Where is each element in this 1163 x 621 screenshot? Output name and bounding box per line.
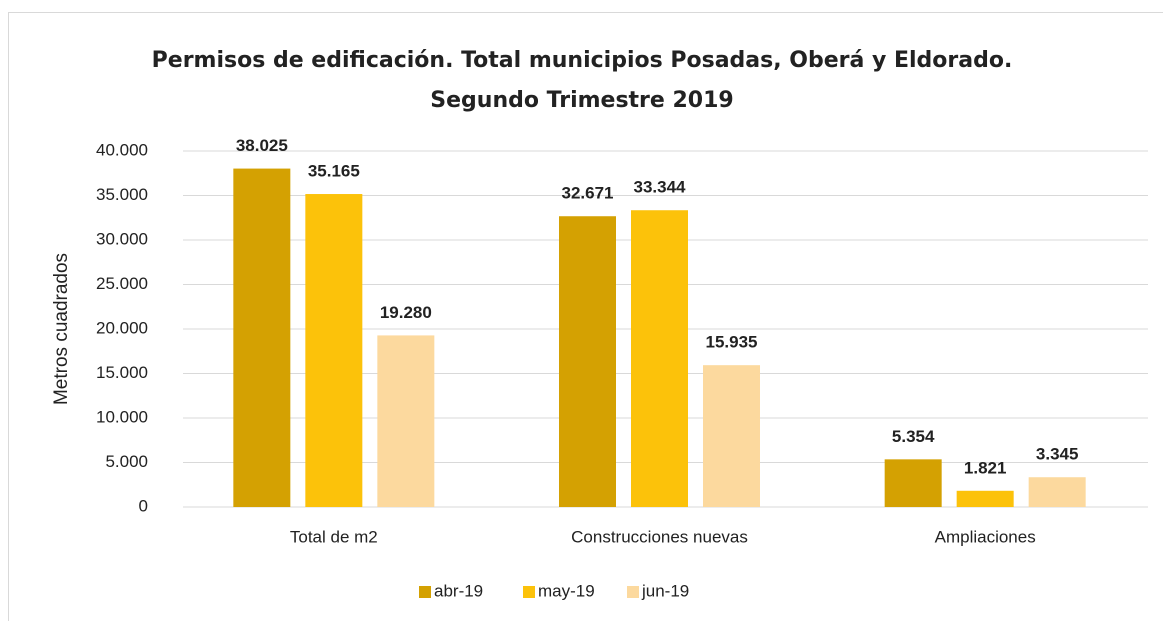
y-tick-label: 5.000 [105, 452, 148, 471]
y-tick-label: 20.000 [96, 318, 148, 337]
value-label: 5.354 [892, 427, 935, 446]
legend-swatch [627, 586, 639, 598]
bar [631, 210, 688, 507]
legend-swatch [419, 586, 431, 598]
x-tick-label: Construcciones nuevas [571, 527, 748, 546]
legend-swatch [523, 586, 535, 598]
bar [956, 490, 1014, 507]
value-label: 32.671 [562, 184, 614, 203]
y-tick-label: 15.000 [96, 363, 148, 382]
legend-label: jun-19 [641, 581, 689, 600]
bar [703, 365, 760, 507]
bar [1028, 477, 1086, 507]
bar [884, 459, 942, 507]
chart-title: Segundo Trimestre 2019 [430, 88, 733, 113]
y-tick-label: 25.000 [96, 274, 148, 293]
bar [377, 335, 435, 507]
y-tick-label: 10.000 [96, 407, 148, 426]
chart-border [8, 12, 1163, 621]
value-label: 38.025 [236, 136, 288, 155]
y-tick-label: 40.000 [96, 140, 148, 159]
value-label: 1.821 [964, 458, 1007, 477]
bar [305, 194, 363, 507]
legend-label: may-19 [538, 581, 595, 600]
y-axis-label: Metros cuadrados [51, 253, 72, 405]
y-tick-label: 35.000 [96, 185, 148, 204]
legend-label: abr-19 [434, 581, 483, 600]
value-label: 33.344 [634, 178, 687, 197]
x-tick-label: Total de m2 [290, 527, 378, 546]
value-label: 3.345 [1036, 445, 1079, 464]
y-tick-label: 0 [139, 496, 148, 515]
value-label: 35.165 [308, 162, 360, 181]
bar [233, 168, 291, 507]
y-tick-label: 30.000 [96, 229, 148, 248]
value-label: 15.935 [706, 333, 758, 352]
value-label: 19.280 [380, 303, 432, 322]
x-tick-label: Ampliaciones [935, 527, 1036, 546]
chart-title: Permisos de edificación. Total municipio… [152, 48, 1013, 73]
bar [559, 216, 616, 508]
